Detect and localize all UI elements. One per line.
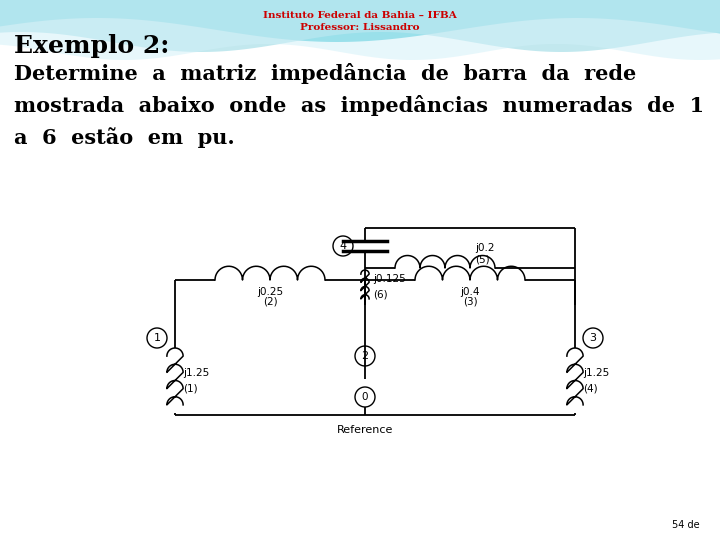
Text: (6): (6)	[373, 289, 387, 300]
Text: Determine  a  matriz  impedância  de  barra  da  rede: Determine a matriz impedância de barra d…	[14, 64, 636, 84]
Text: j1.25: j1.25	[583, 368, 609, 377]
Text: (1): (1)	[183, 383, 197, 394]
Text: (2): (2)	[263, 297, 277, 307]
Text: mostrada  abaixo  onde  as  impedâncias  numeradas  de  1: mostrada abaixo onde as impedâncias nume…	[14, 96, 704, 117]
Text: 4: 4	[339, 241, 346, 251]
Text: 0: 0	[361, 392, 368, 402]
Text: (4): (4)	[583, 383, 598, 394]
Text: j1.25: j1.25	[183, 368, 210, 377]
Text: 2: 2	[361, 351, 369, 361]
Text: Exemplo 2:: Exemplo 2:	[14, 34, 169, 58]
Polygon shape	[0, 0, 720, 52]
Text: 1: 1	[153, 333, 161, 343]
Text: j0.125: j0.125	[373, 273, 406, 284]
Text: j0.2: j0.2	[475, 243, 495, 253]
Text: j0.4: j0.4	[460, 287, 480, 297]
Text: 54 de: 54 de	[672, 520, 700, 530]
Polygon shape	[0, 0, 720, 60]
Text: j0.25: j0.25	[257, 287, 283, 297]
Text: (3): (3)	[463, 297, 477, 307]
Text: Instituto Federal da Bahia – IFBA: Instituto Federal da Bahia – IFBA	[263, 11, 457, 21]
Text: Professor: Lissandro: Professor: Lissandro	[300, 23, 420, 31]
Polygon shape	[0, 0, 720, 42]
Text: Reference: Reference	[337, 425, 393, 435]
Text: 3: 3	[590, 333, 596, 343]
Text: a  6  estão  em  pu.: a 6 estão em pu.	[14, 127, 235, 149]
Text: (5): (5)	[475, 255, 490, 265]
